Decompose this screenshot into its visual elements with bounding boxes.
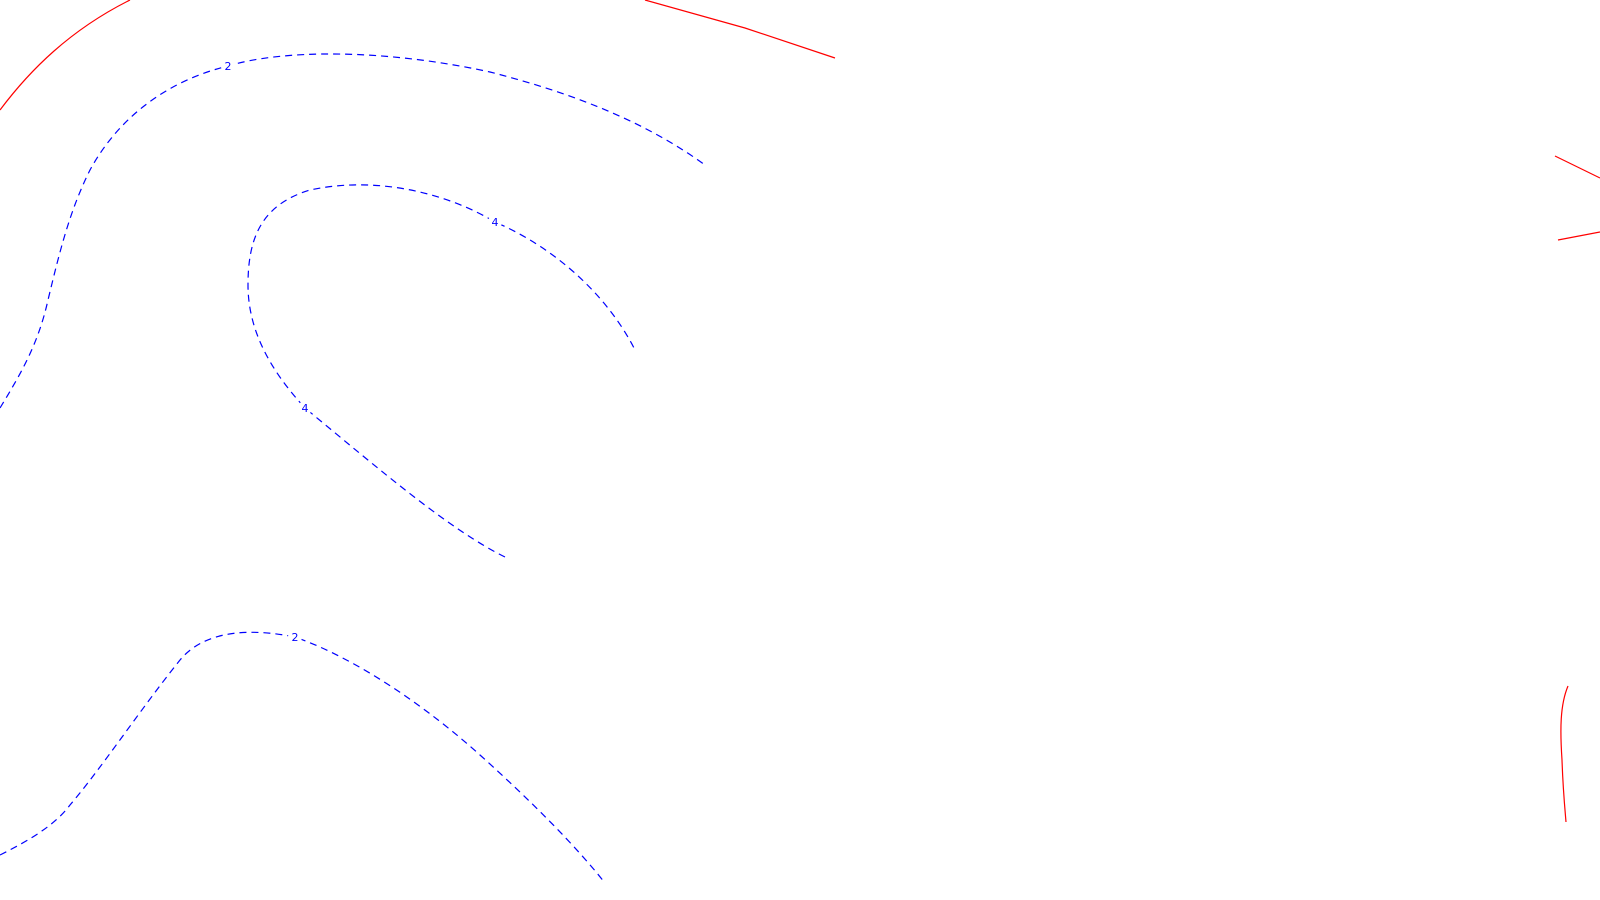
red-contour-right-lower [1560, 685, 1569, 823]
label-text-2-lower: 2 [292, 631, 299, 644]
label-text-4-right: 4 [492, 216, 499, 229]
label-text-4-left: 4 [302, 402, 309, 415]
blue-contour-level-2-lower [0, 631, 606, 884]
red-contour-top-middle [644, 0, 836, 59]
contour-label-4-right: 4 [488, 215, 502, 229]
blue-contour-level-4-inner [247, 184, 636, 558]
red-contour-right-upper [1554, 155, 1600, 179]
contour-label-4-left: 4 [298, 401, 312, 415]
red-contour-top-left [0, 0, 131, 111]
blue-contour-level-2-upper [0, 53, 706, 409]
contour-label-2-upper: 2 [221, 59, 235, 73]
contour-label-2-lower: 2 [288, 630, 302, 644]
label-text-2-upper: 2 [225, 60, 232, 73]
red-contour-right-middle [1557, 231, 1600, 241]
